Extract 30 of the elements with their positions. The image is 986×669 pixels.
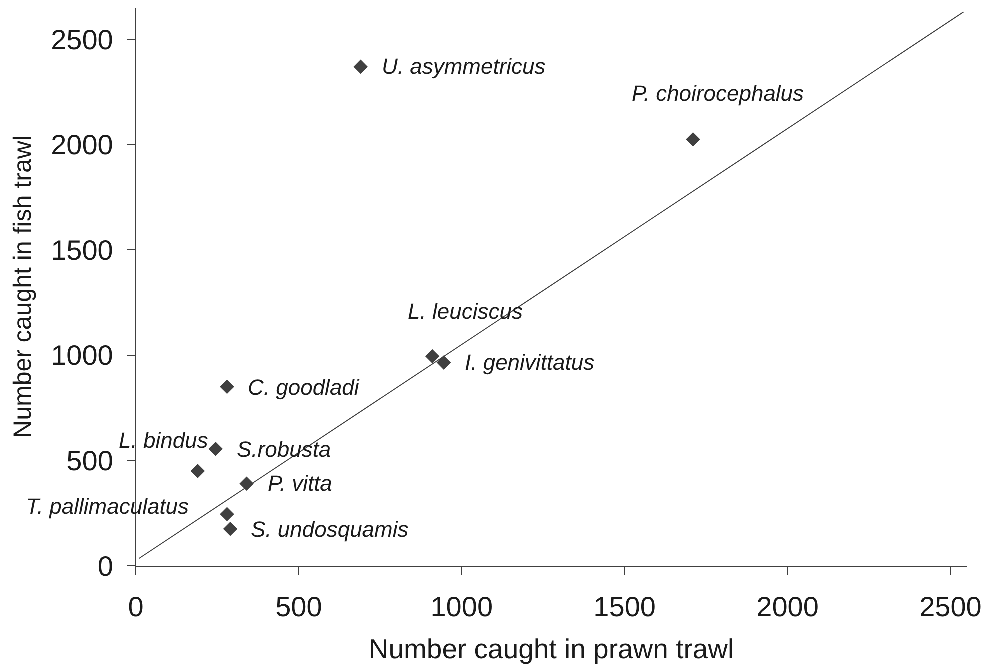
y-tick-label: 1000: [51, 340, 114, 372]
x-tick-label: 1000: [430, 592, 494, 623]
annotation: C. goodladi: [248, 375, 360, 400]
point: [425, 349, 440, 364]
y-tick-label: 500: [66, 446, 114, 477]
annotation: S. undosquamis: [251, 517, 409, 542]
point: [223, 522, 238, 536]
x-tick-label: 0: [128, 592, 144, 623]
x-tick-label: 500: [276, 592, 322, 623]
point: [208, 442, 223, 456]
x-tick-label: 2000: [756, 592, 819, 623]
annotation: U. asymmetricus: [382, 54, 546, 79]
y-axis-title: Number caught in fish trawl: [8, 136, 37, 438]
y-tick-label: 1500: [51, 234, 114, 266]
point: [436, 356, 452, 370]
y-tick-label: 0: [98, 550, 114, 582]
y-tick-label: 2500: [51, 24, 114, 56]
x-tick-label: 2500: [920, 592, 982, 623]
point: [354, 60, 368, 74]
annotation: P. choirocephalus: [632, 81, 804, 106]
x-axis-title: Number caught in prawn trawl: [368, 634, 734, 664]
annotation: P. vitta: [268, 471, 332, 496]
annotation: I. genivittatus: [465, 350, 595, 375]
y-tick-label: 2000: [51, 130, 114, 161]
annotation: L. bindus: [119, 428, 208, 453]
point: [686, 132, 700, 147]
point: [220, 380, 234, 394]
x-tick-label: 1500: [594, 592, 656, 623]
point: [220, 507, 234, 522]
point: [190, 464, 206, 478]
